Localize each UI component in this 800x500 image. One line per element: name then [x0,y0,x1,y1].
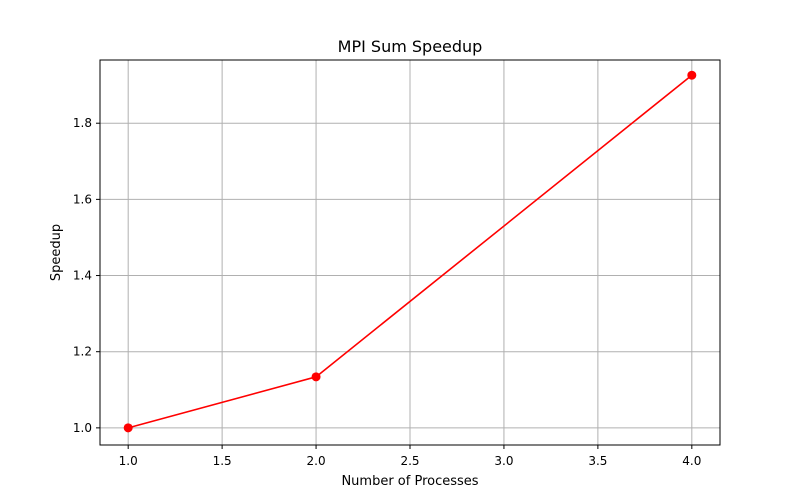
grid [100,60,720,445]
x-tick-label: 3.5 [588,454,607,468]
y-tick-label: 1.0 [73,421,92,435]
x-tick-label: 1.5 [213,454,232,468]
x-tick-label: 3.0 [494,454,513,468]
chart-title: MPI Sum Speedup [338,37,483,56]
x-axis-ticks: 1.0 1.5 2.0 2.5 3.0 3.5 4.0 [119,445,701,468]
data-point [687,70,697,80]
y-axis-ticks: 1.0 1.2 1.4 1.6 1.8 [73,116,100,435]
y-tick-label: 1.4 [73,269,92,283]
y-tick-label: 1.6 [73,192,92,206]
y-axis-label: Speedup [49,224,64,281]
data-series [123,70,697,433]
data-point [123,423,133,433]
y-tick-label: 1.2 [73,345,92,359]
y-tick-label: 1.8 [73,116,92,130]
x-tick-label: 2.0 [307,454,326,468]
data-point [311,372,321,382]
x-tick-label: 1.0 [119,454,138,468]
x-tick-label: 2.5 [400,454,419,468]
x-axis-label: Number of Processes [341,474,478,489]
x-tick-label: 4.0 [682,454,701,468]
